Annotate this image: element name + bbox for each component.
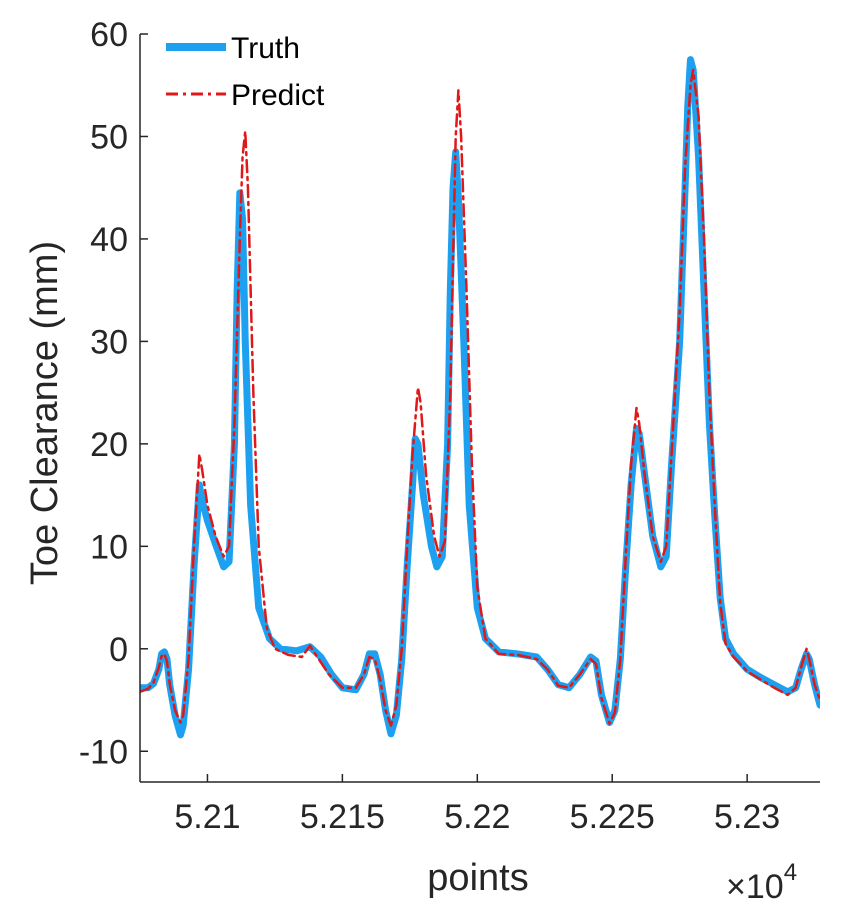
y-tick-label: 60 [90,16,128,54]
y-tick-label: 50 [90,118,128,156]
series-layer [140,56,820,739]
axes [139,34,820,783]
y-tick-label: 20 [90,426,128,464]
x-tick-label: 5.22 [444,798,510,836]
y-tick-label: 30 [90,323,128,361]
y-tick-label: 10 [90,528,128,566]
y-axis-title: Toe Clearance (mm) [24,241,66,585]
y-tick-label: 40 [90,221,128,259]
y-tick-label: 0 [109,631,128,669]
legend: Truth Predict [166,32,325,112]
y-tick-label: -10 [79,733,128,771]
x-tick-label: 5.225 [570,798,655,836]
x-tick-label: 5.23 [714,798,780,836]
x-exponent-power: 4 [784,859,797,886]
x-axis-title: points [427,857,528,899]
x-tick-label: 5.21 [174,798,240,836]
x-exponent-label: ×104 [726,859,797,906]
legend-label-predict: Predict [231,79,325,112]
legend-label-truth: Truth [231,32,300,65]
ticks: 5.21 5.215 5.22 5.225 5.23 -10 0 10 20 30 40 50 60 [79,16,780,836]
x-exponent-base: ×10 [726,868,784,906]
x-tick-label: 5.215 [300,798,385,836]
series-line-predict [140,68,820,727]
